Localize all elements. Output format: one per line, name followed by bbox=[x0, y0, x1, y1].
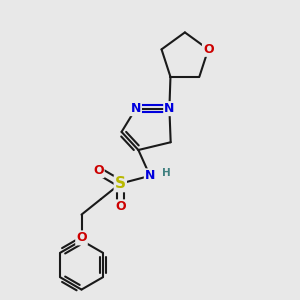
Text: N: N bbox=[145, 169, 155, 182]
Text: N: N bbox=[130, 102, 141, 115]
Text: H: H bbox=[162, 168, 171, 178]
Text: O: O bbox=[76, 231, 87, 244]
Text: O: O bbox=[115, 200, 126, 213]
Text: N: N bbox=[164, 102, 175, 115]
Text: O: O bbox=[93, 164, 104, 177]
Text: O: O bbox=[203, 43, 214, 56]
Text: S: S bbox=[115, 176, 126, 191]
